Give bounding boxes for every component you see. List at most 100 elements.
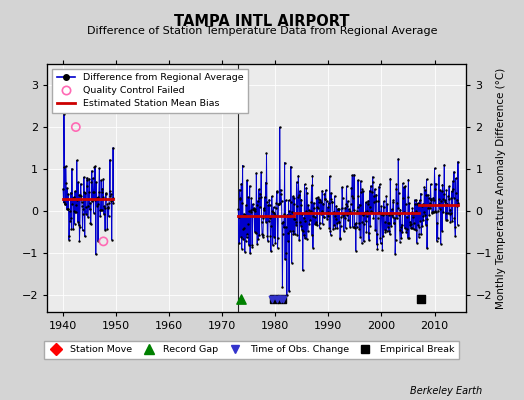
Point [419, 217, 428, 223]
Point [301, 218, 310, 224]
Point [389, 199, 397, 206]
Point [366, 223, 375, 230]
Point [236, 195, 245, 201]
Point [348, 224, 357, 230]
Point [75, 192, 83, 198]
Point [404, 176, 412, 183]
Point [104, 213, 113, 220]
Point [245, 242, 253, 248]
Point [379, 212, 387, 218]
Point [89, 188, 97, 195]
Point [435, 172, 443, 178]
Point [279, 218, 288, 225]
Point [257, 219, 266, 225]
Point [102, 196, 111, 202]
Point [331, 193, 339, 199]
Point [107, 198, 115, 204]
Point [237, 296, 245, 302]
Point [263, 198, 271, 205]
Point [276, 200, 285, 206]
Point [242, 238, 250, 244]
Point [444, 196, 453, 202]
Point [304, 227, 312, 234]
Point [268, 193, 276, 200]
Point [283, 238, 292, 244]
Point [375, 209, 384, 215]
Point [95, 207, 104, 214]
Point [244, 220, 252, 227]
Point [388, 212, 396, 218]
Point [309, 244, 317, 251]
Point [317, 210, 325, 217]
Point [332, 203, 341, 209]
Point [69, 226, 78, 232]
Point [254, 195, 263, 201]
Point [397, 235, 406, 242]
Point [311, 214, 319, 220]
Point [102, 191, 110, 197]
Point [71, 209, 80, 215]
Point [316, 220, 324, 226]
Point [433, 235, 442, 241]
Point [326, 228, 334, 234]
Point [346, 224, 354, 230]
Point [260, 206, 268, 213]
Point [389, 197, 398, 203]
Point [372, 191, 380, 198]
Point [358, 186, 367, 192]
Point [266, 215, 274, 221]
Point [279, 231, 287, 237]
Point [362, 199, 370, 206]
Point [303, 190, 311, 196]
Point [407, 225, 416, 232]
Point [288, 228, 297, 235]
Point [247, 195, 256, 201]
Point [363, 208, 372, 214]
Point [395, 212, 403, 219]
Point [249, 206, 257, 212]
Point [383, 201, 391, 208]
Point [319, 220, 327, 227]
Point [376, 240, 385, 246]
Point [359, 238, 368, 244]
Point [370, 186, 379, 192]
Point [326, 232, 335, 238]
Point [270, 210, 279, 216]
Point [61, 163, 70, 169]
Point [272, 200, 280, 206]
Point [72, 202, 80, 209]
Point [99, 238, 107, 244]
Point [452, 202, 461, 209]
Point [84, 189, 93, 196]
Point [380, 204, 388, 210]
Point [387, 209, 395, 216]
Point [324, 212, 332, 219]
Point [361, 209, 369, 216]
Point [342, 225, 350, 231]
Point [103, 201, 111, 208]
Point [375, 184, 383, 190]
Point [288, 209, 297, 215]
Point [341, 204, 350, 211]
Point [297, 196, 305, 203]
Point [277, 187, 285, 193]
Point [93, 194, 102, 201]
Point [347, 193, 356, 200]
Point [310, 200, 318, 206]
Point [235, 186, 244, 193]
Point [62, 206, 71, 212]
Point [63, 206, 72, 212]
Point [378, 210, 386, 217]
Point [422, 192, 430, 199]
Point [441, 197, 449, 204]
Point [99, 194, 107, 200]
Point [355, 220, 363, 227]
Point [258, 230, 266, 237]
Point [392, 186, 400, 192]
Point [271, 239, 279, 246]
Point [64, 206, 72, 212]
Point [409, 214, 418, 221]
Point [313, 204, 321, 210]
Point [255, 232, 264, 238]
Point [337, 204, 346, 211]
